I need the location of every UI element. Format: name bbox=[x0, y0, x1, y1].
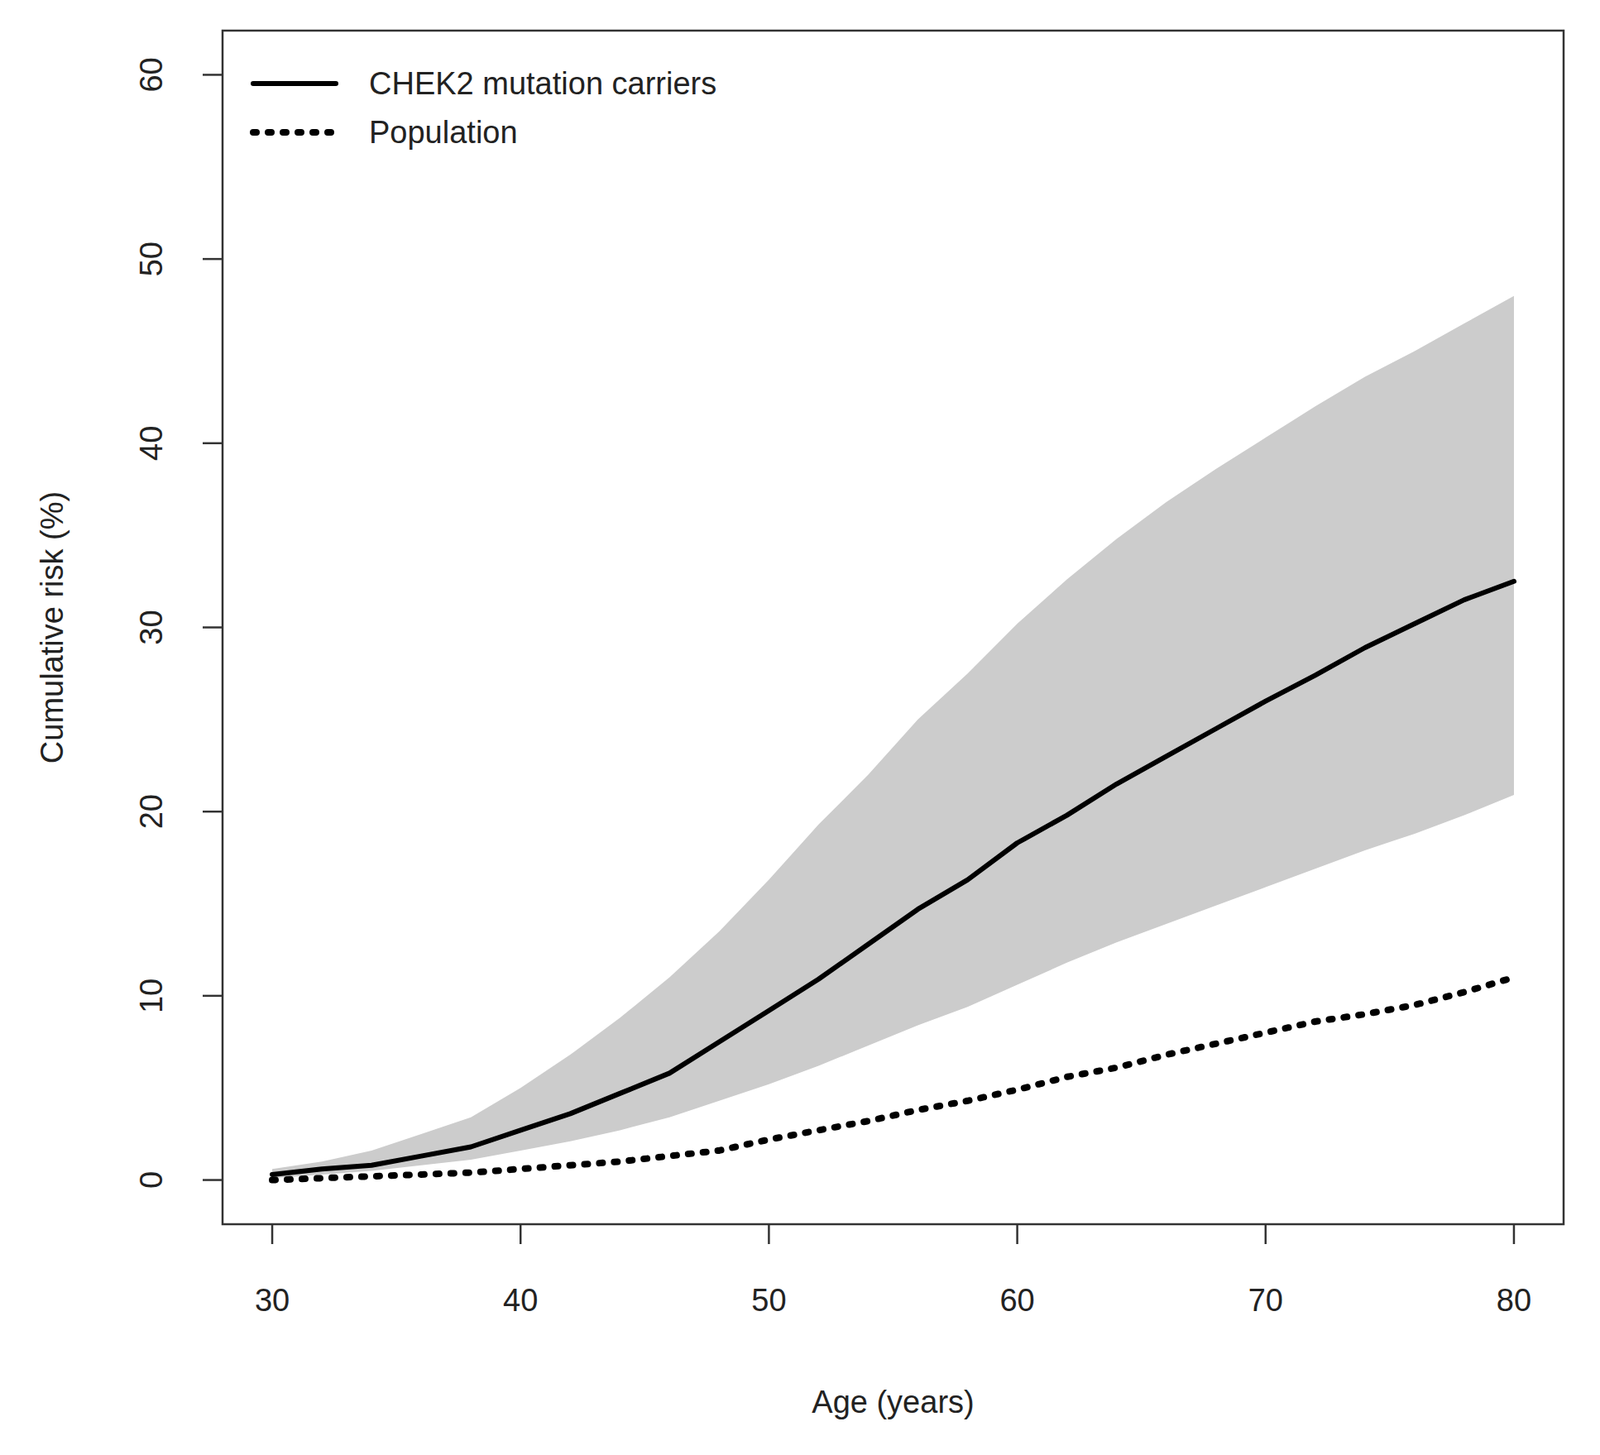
y-tick bbox=[202, 442, 223, 446]
y-tick-label: 10 bbox=[134, 978, 169, 1014]
x-tick-label: 40 bbox=[502, 1283, 538, 1318]
x-tick bbox=[519, 1224, 523, 1245]
x-tick-label: 30 bbox=[254, 1283, 290, 1318]
x-tick bbox=[1513, 1224, 1516, 1245]
y-axis-label: Cumulative risk (%) bbox=[34, 491, 70, 764]
x-tick-label: 50 bbox=[751, 1283, 786, 1318]
y-tick bbox=[202, 995, 223, 998]
legend-swatch bbox=[253, 129, 336, 136]
legend-label: Population bbox=[368, 114, 518, 150]
y-tick bbox=[202, 73, 223, 77]
plot-frame bbox=[222, 30, 1564, 1225]
series-line bbox=[272, 581, 1514, 1175]
y-tick-label: 0 bbox=[134, 1171, 169, 1189]
y-tick-label: 50 bbox=[134, 241, 169, 277]
y-tick-label: 20 bbox=[134, 794, 169, 829]
y-tick bbox=[202, 258, 223, 261]
series-line bbox=[272, 977, 1514, 1181]
confidence-band bbox=[272, 296, 1514, 1179]
y-tick-label: 60 bbox=[134, 57, 169, 92]
x-tick bbox=[1264, 1224, 1268, 1245]
x-tick-label: 60 bbox=[999, 1283, 1035, 1318]
y-tick-label: 30 bbox=[134, 609, 169, 645]
legend: CHEK2 mutation carriers Population bbox=[253, 66, 717, 150]
chart: 30 40 50 60 70 80 Age (years) 0 10 20 30 40 50 60 Cumu… bbox=[0, 0, 1600, 1455]
legend-swatch bbox=[253, 81, 336, 87]
y-tick bbox=[202, 1178, 223, 1182]
legend-label: CHEK2 mutation carriers bbox=[368, 66, 717, 101]
x-tick-label: 70 bbox=[1248, 1283, 1284, 1318]
y-tick bbox=[202, 626, 223, 629]
y-tick bbox=[202, 810, 223, 814]
x-tick bbox=[271, 1224, 274, 1245]
x-tick bbox=[767, 1224, 771, 1245]
y-tick-label: 40 bbox=[134, 426, 169, 461]
x-tick-label: 80 bbox=[1496, 1283, 1532, 1318]
plot-area bbox=[272, 296, 1514, 1181]
x-axis-label: Age (years) bbox=[811, 1384, 974, 1420]
x-tick bbox=[1015, 1224, 1019, 1245]
